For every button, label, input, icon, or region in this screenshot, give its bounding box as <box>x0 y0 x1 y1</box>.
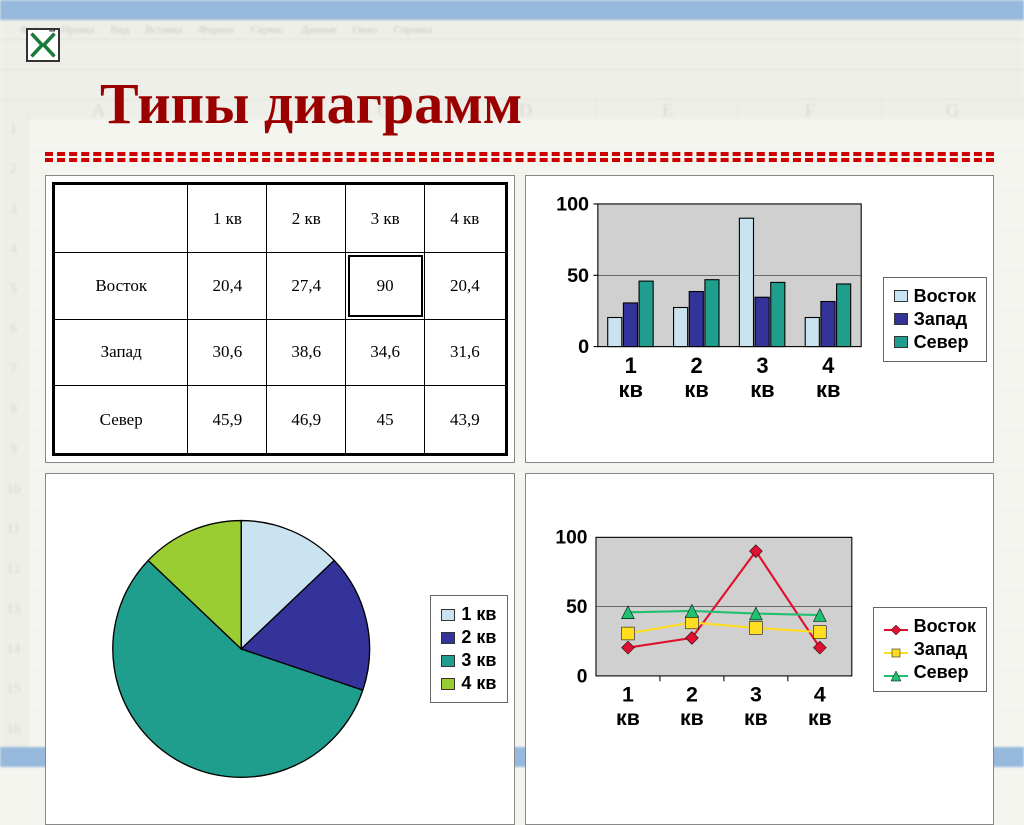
svg-text:4: 4 <box>813 682 825 706</box>
table-row-header: Запад <box>54 319 188 385</box>
table-cell: 45,9 <box>188 386 267 455</box>
line-chart: 0501001кв2кв3кв4кв <box>532 516 873 783</box>
svg-text:кв: кв <box>743 706 767 730</box>
legend-item: Восток <box>884 616 976 637</box>
table-col-header: 4 кв <box>425 184 506 253</box>
svg-text:100: 100 <box>556 194 589 216</box>
bar-chart-panel: 0501001кв2кв3кв4кв ВостокЗападСевер <box>525 175 995 463</box>
legend-item: 2 кв <box>441 627 496 648</box>
pie-legend: 1 кв2 кв3 кв4 кв <box>430 595 507 703</box>
table-row-header: Север <box>54 386 188 455</box>
svg-text:4: 4 <box>822 353 835 378</box>
data-table: 1 кв2 кв3 кв4 квВосток20,427,49020,4Запа… <box>52 182 508 456</box>
legend-item: Север <box>894 332 976 353</box>
double-dash-divider <box>45 152 994 162</box>
pie-chart-panel: 1 кв2 кв3 кв4 кв <box>45 473 515 825</box>
table-cell: 90 <box>346 253 425 319</box>
excel-icon <box>26 28 60 62</box>
table-cell: 20,4 <box>188 253 267 319</box>
table-cell: 34,6 <box>346 319 425 385</box>
svg-text:кв: кв <box>750 377 774 402</box>
svg-text:кв: кв <box>684 377 708 402</box>
svg-text:1: 1 <box>624 353 636 378</box>
legend-item: 1 кв <box>441 604 496 625</box>
legend-item: Запад <box>894 309 976 330</box>
table-cell: 30,6 <box>188 319 267 385</box>
table-row-header: Восток <box>54 253 188 319</box>
svg-text:кв: кв <box>680 706 704 730</box>
svg-text:кв: кв <box>816 377 840 402</box>
table-cell: 43,9 <box>425 386 506 455</box>
svg-text:3: 3 <box>756 353 768 378</box>
table-cell: 46,9 <box>267 386 346 455</box>
table-cell: 45 <box>346 386 425 455</box>
svg-text:кв: кв <box>807 706 831 730</box>
svg-text:1: 1 <box>622 682 634 706</box>
data-table-panel: 1 кв2 кв3 кв4 квВосток20,427,49020,4Запа… <box>45 175 515 463</box>
svg-text:2: 2 <box>685 682 697 706</box>
table-cell: 31,6 <box>425 319 506 385</box>
table-cell: 20,4 <box>425 253 506 319</box>
svg-text:кв: кв <box>616 706 640 730</box>
svg-text:0: 0 <box>578 336 589 358</box>
svg-text:3: 3 <box>749 682 761 706</box>
table-col-header: 3 кв <box>346 184 425 253</box>
table-col-header: 2 кв <box>267 184 346 253</box>
svg-text:50: 50 <box>566 597 587 618</box>
legend-item: Север <box>884 662 976 683</box>
legend-item: Восток <box>894 286 976 307</box>
svg-text:2: 2 <box>690 353 702 378</box>
table-cell: 38,6 <box>267 319 346 385</box>
line-legend: ВостокЗападСевер <box>873 607 987 692</box>
svg-text:0: 0 <box>576 666 587 687</box>
pie-chart <box>52 480 430 818</box>
line-chart-panel: 0501001кв2кв3кв4кв ВостокЗападСевер <box>525 473 995 825</box>
bar-legend: ВостокЗападСевер <box>883 277 987 362</box>
legend-item: Запад <box>884 639 976 660</box>
svg-text:100: 100 <box>555 528 587 549</box>
svg-text:кв: кв <box>618 377 642 402</box>
legend-item: 3 кв <box>441 650 496 671</box>
table-col-header: 1 кв <box>188 184 267 253</box>
bar-chart: 0501001кв2кв3кв4кв <box>532 182 883 456</box>
legend-item: 4 кв <box>441 673 496 694</box>
table-cell: 27,4 <box>267 253 346 319</box>
slide-title: Типы диаграмм <box>100 70 522 137</box>
svg-text:50: 50 <box>567 265 589 287</box>
